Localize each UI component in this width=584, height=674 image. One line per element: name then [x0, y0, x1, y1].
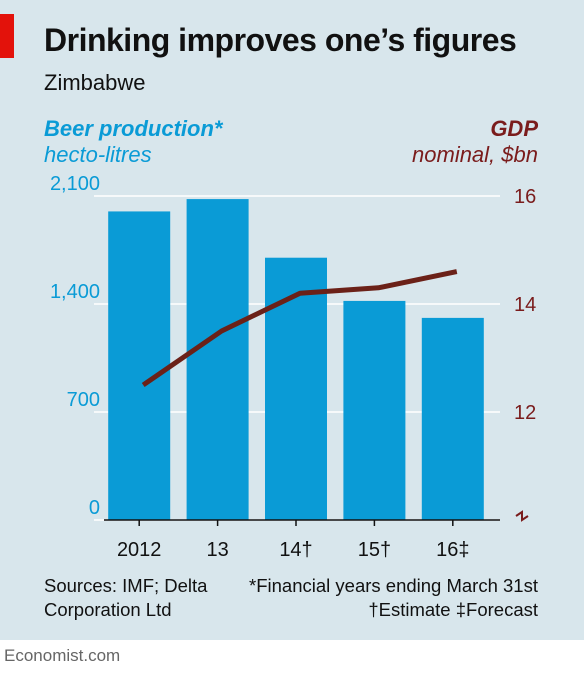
left-tick-label: 0	[89, 497, 100, 519]
right-tick-label: 12	[514, 402, 536, 424]
x-tick-label: 13	[206, 539, 228, 561]
chart-title: Drinking improves one’s figures	[44, 22, 517, 58]
left-axis-label: Beer production* hecto-litres	[44, 116, 222, 168]
left-axis-title: Beer production*	[44, 116, 223, 141]
beer-bar	[421, 317, 484, 520]
beer-bar	[186, 199, 249, 521]
sources-note: Sources: IMF; Delta Corporation Ltd	[44, 574, 244, 622]
footnote-line-2: †Estimate ‡Forecast	[368, 599, 538, 620]
x-tick-label: 16‡	[436, 539, 469, 561]
x-tick-label: 15†	[358, 539, 391, 561]
brand-red-flag	[0, 14, 14, 58]
right-axis-unit: nominal, $bn	[412, 142, 538, 167]
footnote-line-1: *Financial years ending March 31st	[249, 575, 538, 596]
x-tick-label: 14†	[279, 539, 312, 561]
beer-bar	[108, 211, 171, 520]
left-tick-label: 700	[67, 389, 100, 411]
x-tick-label: 2012	[117, 539, 162, 561]
chart-subtitle: Zimbabwe	[44, 70, 146, 95]
beer-bar	[343, 300, 406, 520]
right-tick-label: 14	[514, 294, 536, 316]
left-axis-unit: hecto-litres	[44, 142, 152, 167]
left-tick-label: 1,400	[50, 281, 100, 303]
right-tick-label: 16	[514, 186, 536, 208]
right-axis-label: GDP nominal, $bn	[412, 116, 538, 168]
sources-line-2: Corporation Ltd	[44, 599, 172, 620]
chart-svg: 0 700 1,400 2,100 12 14 16 2012 13 14† 15† 16‡	[50, 173, 536, 561]
sources-line-1: Sources: IMF; Delta	[44, 575, 208, 596]
axis-break-mark	[515, 510, 529, 522]
right-axis-title: GDP	[490, 116, 538, 141]
beer-bar	[265, 257, 327, 520]
brand-label: Economist.com	[4, 646, 121, 665]
footnotes: *Financial years ending March 31st †Esti…	[249, 574, 538, 622]
left-tick-label: 2,100	[50, 173, 100, 195]
